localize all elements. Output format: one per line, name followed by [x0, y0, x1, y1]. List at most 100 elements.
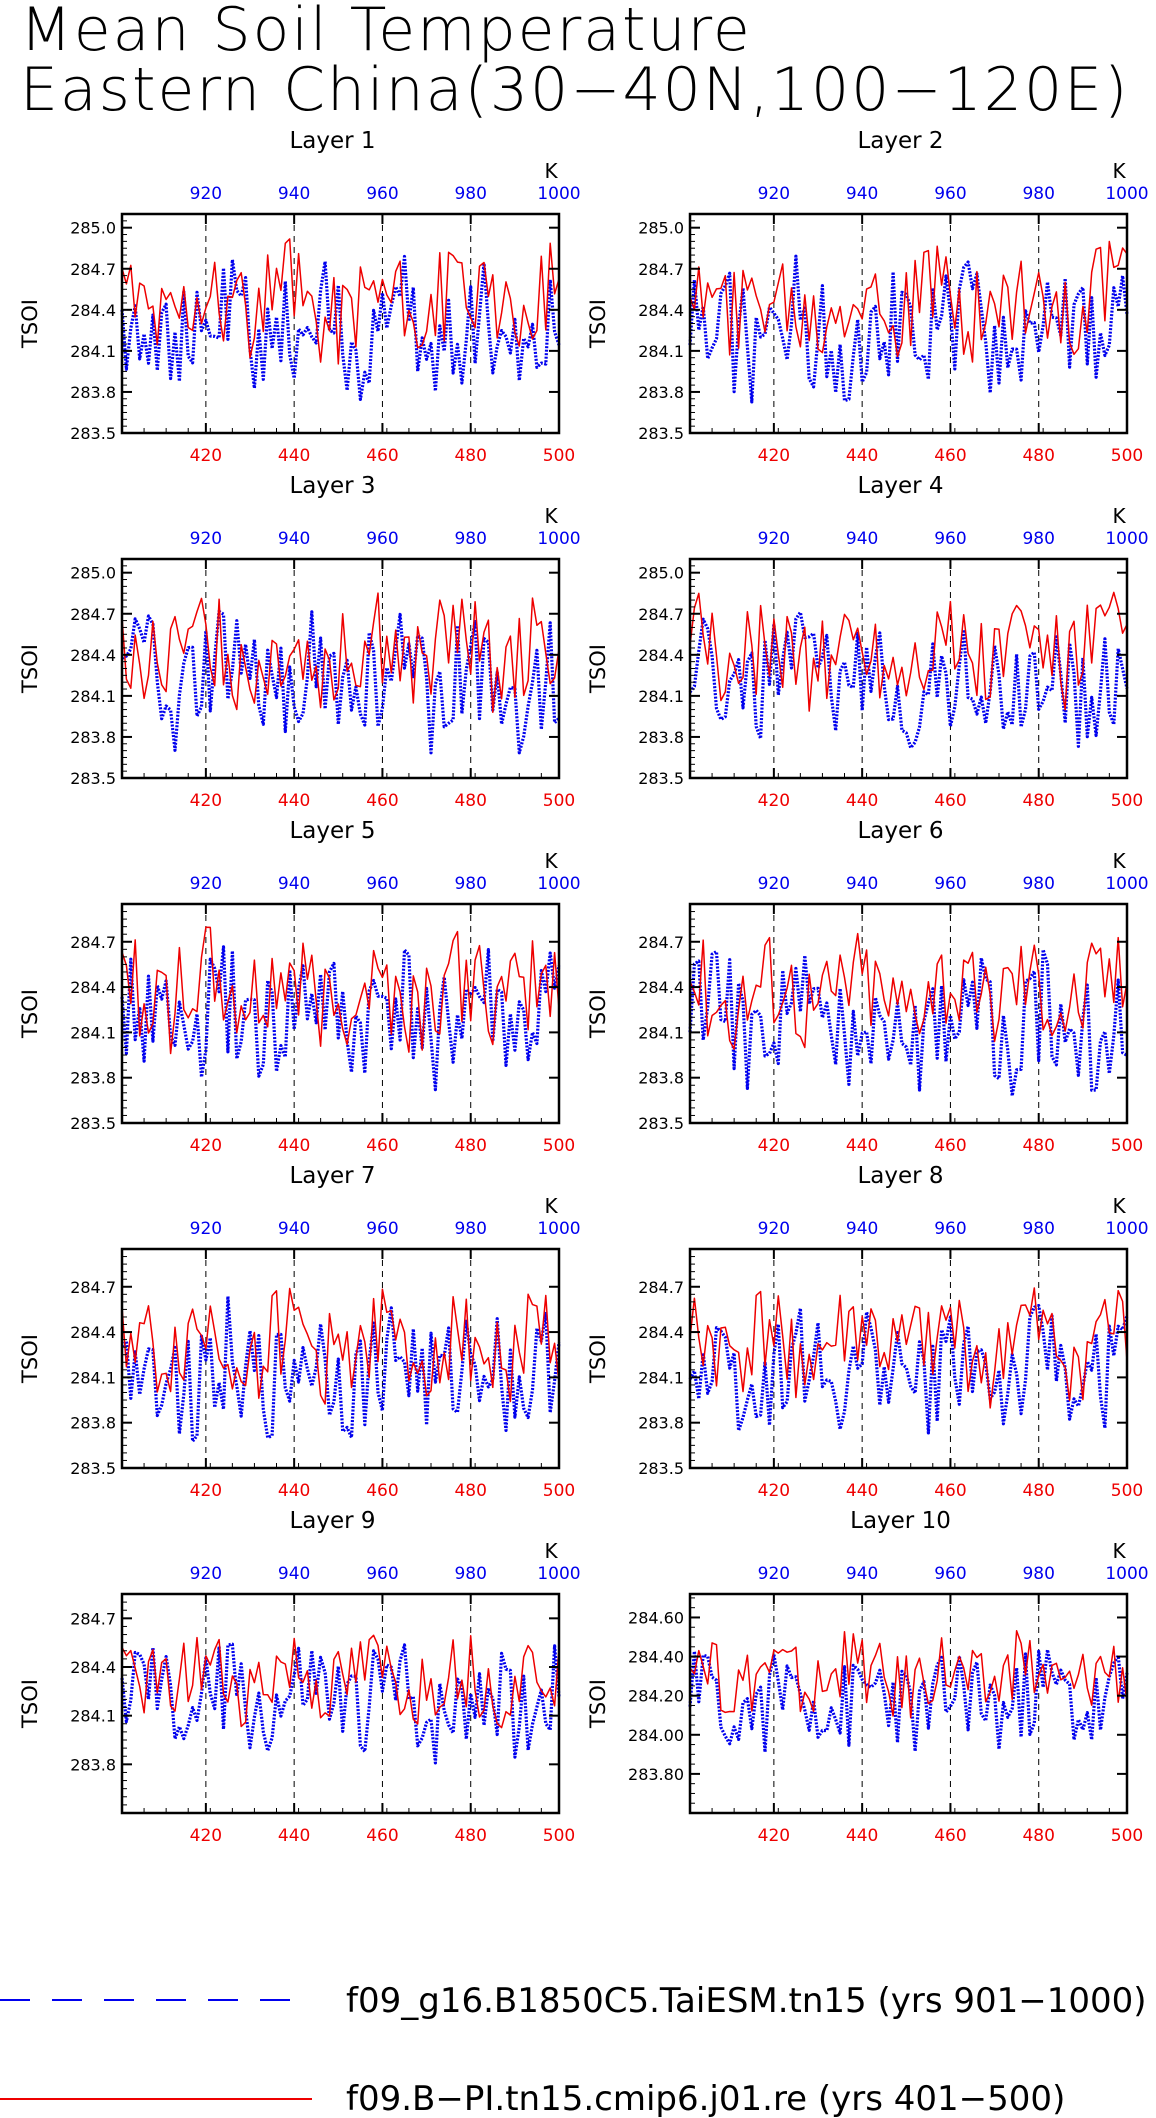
x-tick-label: 480	[1022, 1826, 1054, 1846]
x-tick-label: 460	[366, 1136, 398, 1156]
x-tick-label: 500	[1111, 791, 1143, 811]
x-top-tick-label: 940	[278, 874, 310, 894]
x-tick-label: 440	[846, 791, 878, 811]
y-tick-label: 284.1	[70, 1023, 116, 1042]
series-line-taiesm	[120, 1642, 561, 1765]
panel-6: Layer 6 283.5 283.8 284.1 284.4 284.7 420 440 46…	[586, 818, 1149, 1156]
x-top-tick-label: 960	[934, 874, 966, 894]
x-tick-label: 500	[543, 446, 575, 466]
panel-title: Layer 9	[289, 1508, 375, 1534]
y-tick-label: 285.0	[70, 219, 116, 238]
x-tick-label: 460	[934, 446, 966, 466]
x-top-tick-label: 920	[758, 1564, 790, 1584]
x-top-unit-label: K	[1112, 1194, 1126, 1218]
panel-title: Layer 5	[289, 818, 375, 844]
y-tick-label: 283.5	[70, 1114, 116, 1133]
plot-frame	[120, 1247, 561, 1470]
x-tick-label: 420	[758, 446, 790, 466]
x-tick-label: 480	[1022, 1481, 1054, 1501]
series-line-cmip6	[121, 926, 560, 1055]
x-top-tick-label: 920	[758, 874, 790, 894]
panel-title: Layer 7	[289, 1163, 375, 1189]
x-tick-label: 480	[454, 446, 486, 466]
x-top-tick-label: 1000	[1105, 1564, 1148, 1584]
x-tick-label: 460	[366, 446, 398, 466]
y-tick-label: 284.4	[638, 978, 684, 997]
x-top-unit-label: K	[544, 1194, 558, 1218]
x-tick-label: 440	[278, 791, 310, 811]
x-tick-label: 480	[454, 1136, 486, 1156]
y-tick-label: 284.7	[638, 1278, 684, 1297]
x-top-tick-label: 920	[758, 184, 790, 204]
x-top-tick-label: 1000	[1105, 874, 1148, 894]
x-tick-label: 420	[190, 446, 222, 466]
y-tick-label: 284.4	[70, 646, 116, 665]
series-line-taiesm	[120, 254, 561, 401]
y-tick-label: 284.7	[70, 1609, 116, 1628]
x-top-tick-label: 940	[278, 1219, 310, 1239]
y-tick-label: 284.1	[70, 1707, 116, 1726]
y-tick-label: 284.4	[70, 1658, 116, 1677]
x-tick-label: 420	[758, 1826, 790, 1846]
x-top-tick-label: 1000	[537, 874, 580, 894]
y-tick-label: 284.1	[70, 687, 116, 706]
y-tick-label: 283.8	[638, 383, 684, 402]
y-axis-label: TSOI	[18, 989, 42, 1039]
x-tick-label: 480	[1022, 446, 1054, 466]
series-line-taiesm	[688, 1303, 1129, 1435]
x-top-tick-label: 960	[366, 1219, 398, 1239]
x-tick-label: 460	[934, 791, 966, 811]
x-tick-label: 420	[758, 1136, 790, 1156]
series-line-cmip6	[689, 1287, 1128, 1409]
x-top-tick-label: 940	[846, 1219, 878, 1239]
x-top-tick-label: 980	[454, 1564, 486, 1584]
y-tick-label: 283.5	[638, 769, 684, 788]
x-top-tick-label: 980	[454, 184, 486, 204]
x-tick-label: 440	[846, 1481, 878, 1501]
plot-frame	[120, 557, 561, 780]
x-tick-label: 500	[543, 1481, 575, 1501]
x-tick-label: 440	[278, 1481, 310, 1501]
title-line-2: Eastern China(30−40N,100−120E)	[20, 55, 1130, 125]
y-tick-label: 284.4	[638, 646, 684, 665]
y-tick-label: 283.8	[70, 728, 116, 747]
x-tick-label: 440	[278, 1136, 310, 1156]
x-tick-label: 480	[1022, 1136, 1054, 1156]
x-tick-label: 420	[190, 1826, 222, 1846]
panel-5: Layer 5 283.5 283.8 284.1 284.4 284.7 420 440 46…	[18, 818, 581, 1156]
x-top-tick-label: 980	[1022, 1219, 1054, 1239]
x-top-tick-label: 980	[454, 529, 486, 549]
y-tick-label: 284.7	[70, 933, 116, 952]
y-tick-label: 284.4	[70, 978, 116, 997]
panel-10: Layer 10 283.80 284.00 284.20 284.40 284.60 42…	[586, 1508, 1149, 1846]
x-tick-label: 500	[543, 791, 575, 811]
panel-7: Layer 7 283.5 283.8 284.1 284.4 284.7 420 440 46…	[18, 1163, 581, 1501]
y-tick-label: 284.4	[70, 1323, 116, 1342]
x-tick-label: 440	[278, 1826, 310, 1846]
panel-4: Layer 4 283.5 283.8 284.1 284.4 284.7 285.0 420…	[586, 473, 1149, 811]
plot-frame	[688, 902, 1129, 1125]
x-top-tick-label: 960	[934, 184, 966, 204]
x-tick-label: 460	[366, 1481, 398, 1501]
x-tick-label: 420	[758, 791, 790, 811]
y-tick-label: 284.7	[638, 605, 684, 624]
x-top-tick-label: 1000	[1105, 184, 1148, 204]
x-tick-label: 460	[934, 1826, 966, 1846]
panel-3: Layer 3 283.5 283.8 284.1 284.4 284.7 285.0 420…	[18, 473, 581, 811]
y-tick-label: 283.8	[638, 1414, 684, 1433]
x-top-unit-label: K	[1112, 504, 1126, 528]
plot-frame	[120, 1592, 561, 1815]
y-tick-label: 284.7	[638, 260, 684, 279]
y-tick-label: 283.8	[638, 1069, 684, 1088]
x-top-unit-label: K	[544, 504, 558, 528]
x-top-unit-label: K	[544, 849, 558, 873]
x-tick-label: 440	[846, 1826, 878, 1846]
y-axis-label: TSOI	[18, 644, 42, 694]
plot-frame	[120, 902, 561, 1125]
x-top-tick-label: 1000	[1105, 529, 1148, 549]
panel-title: Layer 1	[289, 128, 375, 154]
y-tick-label: 285.0	[638, 219, 684, 238]
panel-title: Layer 8	[857, 1163, 943, 1189]
